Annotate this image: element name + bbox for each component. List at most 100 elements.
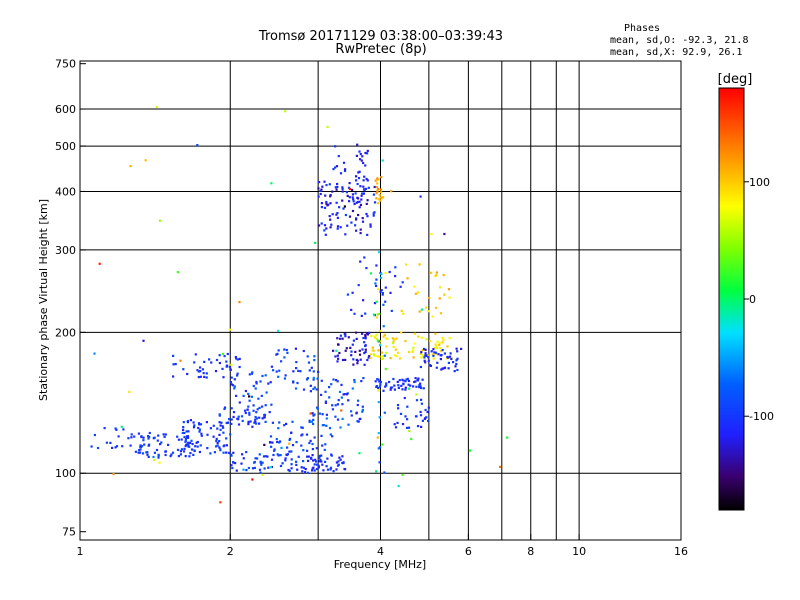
- data-point: [422, 387, 425, 390]
- data-point: [261, 461, 264, 464]
- data-point: [425, 338, 428, 341]
- data-point: [195, 441, 198, 444]
- data-point: [199, 370, 202, 373]
- data-point: [295, 460, 298, 463]
- data-point: [192, 421, 195, 424]
- data-point: [356, 362, 359, 365]
- data-point: [238, 401, 241, 404]
- data-point: [152, 455, 155, 459]
- data-point: [346, 194, 349, 197]
- data-point: [130, 436, 133, 439]
- chart-subtitle: RwPretec (8p): [335, 42, 426, 57]
- data-point: [295, 361, 298, 364]
- colorbar: [deg] 100 0 -100: [718, 72, 774, 511]
- data-point: [376, 313, 379, 316]
- data-point: [368, 331, 371, 334]
- data-point: [381, 293, 384, 296]
- data-point: [362, 179, 365, 182]
- data-point: [400, 331, 403, 334]
- data-point: [260, 394, 263, 397]
- data-point: [203, 360, 206, 363]
- data-point: [364, 337, 367, 340]
- data-point: [357, 213, 360, 217]
- data-point: [273, 449, 276, 452]
- data-point: [144, 159, 147, 162]
- data-point: [441, 349, 444, 352]
- data-point: [313, 463, 316, 466]
- data-point: [365, 202, 368, 205]
- data-point: [447, 367, 450, 370]
- data-point: [277, 329, 280, 332]
- data-point: [329, 195, 332, 198]
- data-point: [332, 470, 335, 473]
- data-point: [291, 420, 294, 423]
- data-point: [321, 185, 324, 188]
- data-point: [369, 357, 372, 360]
- data-point: [420, 425, 423, 428]
- data-point: [139, 444, 142, 447]
- data-point: [114, 446, 117, 449]
- data-point: [369, 272, 372, 275]
- data-point: [424, 408, 427, 412]
- data-point: [256, 408, 259, 411]
- data-point: [345, 347, 348, 350]
- data-point: [316, 463, 319, 466]
- data-point: [378, 312, 381, 315]
- data-point: [192, 453, 195, 456]
- data-point: [270, 365, 273, 368]
- data-point: [188, 455, 191, 458]
- data-point: [185, 443, 188, 446]
- data-point: [290, 458, 293, 461]
- data-point: [434, 343, 437, 346]
- data-point: [419, 352, 422, 355]
- data-point: [375, 186, 378, 189]
- data-point: [417, 335, 420, 338]
- data-point: [355, 154, 358, 157]
- data-point: [199, 423, 203, 426]
- data-point: [310, 469, 314, 472]
- data-point: [388, 380, 391, 384]
- data-point: [434, 332, 437, 335]
- data-point: [215, 445, 218, 448]
- data-point: [324, 443, 327, 446]
- data-point: [247, 423, 250, 426]
- data-point: [374, 380, 377, 383]
- data-point: [439, 286, 442, 289]
- data-point: [334, 404, 337, 407]
- data-point: [355, 337, 358, 340]
- data-point: [334, 145, 337, 148]
- data-point: [228, 365, 232, 369]
- data-point: [212, 435, 215, 438]
- data-point: [372, 313, 375, 316]
- data-point: [277, 375, 280, 378]
- data-point: [229, 381, 232, 384]
- data-point: [261, 405, 264, 408]
- data-point: [133, 435, 136, 438]
- data-point: [291, 444, 295, 447]
- data-point: [180, 448, 183, 451]
- data-point: [378, 389, 381, 392]
- data-point: [398, 379, 401, 382]
- data-point: [310, 456, 313, 459]
- data-point: [348, 215, 352, 218]
- data-point: [254, 387, 257, 390]
- data-point: [395, 337, 398, 340]
- data-point: [362, 161, 365, 165]
- data-point: [315, 467, 319, 471]
- data-point: [112, 473, 115, 476]
- data-point: [182, 426, 185, 429]
- data-point: [353, 381, 356, 384]
- data-point: [295, 367, 298, 370]
- data-point: [268, 411, 271, 414]
- data-point: [455, 362, 458, 366]
- data-point: [443, 352, 446, 355]
- data-point: [372, 212, 375, 215]
- data-point: [344, 333, 347, 336]
- data-point: [193, 361, 196, 364]
- data-point: [248, 373, 251, 376]
- data-point: [358, 353, 362, 356]
- data-point: [396, 421, 399, 424]
- data-point: [336, 380, 339, 383]
- data-point: [320, 393, 323, 396]
- data-point: [328, 183, 331, 186]
